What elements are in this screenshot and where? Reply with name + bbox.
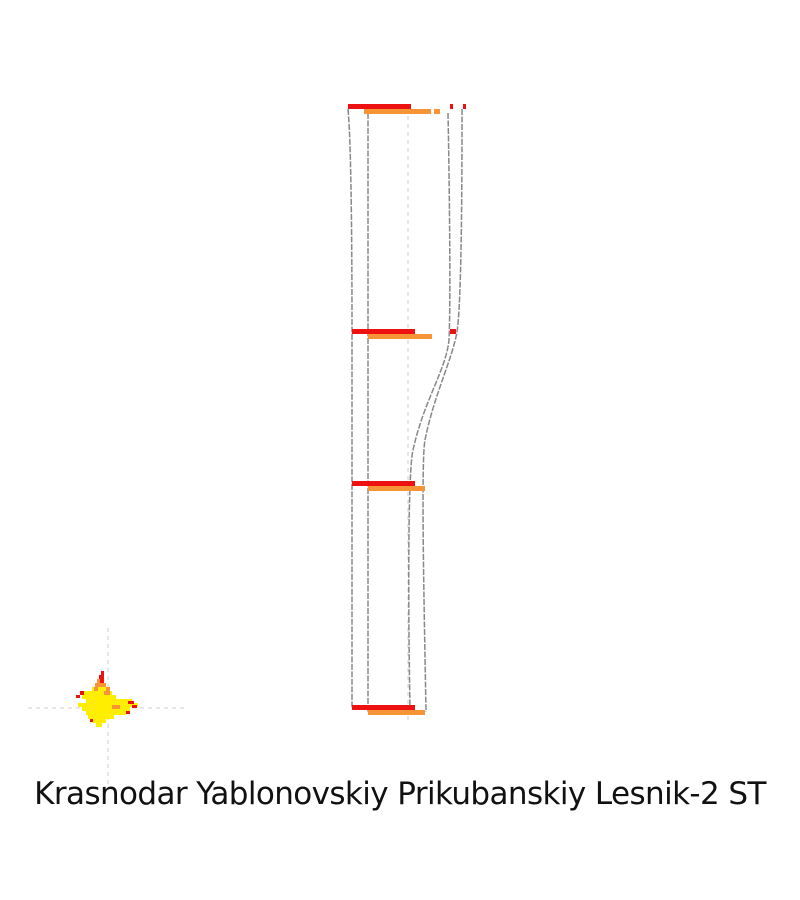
level-2-red-bar-1 bbox=[352, 329, 415, 334]
marker-cell-18 bbox=[132, 705, 137, 708]
level-4 bbox=[352, 705, 425, 715]
level-1-red-bar-1 bbox=[348, 104, 411, 109]
contour-outer-right bbox=[422, 108, 463, 713]
level-3-red-bar-1 bbox=[352, 481, 415, 486]
marker-cell-9 bbox=[86, 699, 130, 703]
marker-cell-5 bbox=[92, 687, 107, 691]
level-3 bbox=[352, 481, 425, 491]
marker-cell-8 bbox=[82, 695, 116, 699]
marker-cell-23 bbox=[104, 691, 110, 695]
marker-cell-4 bbox=[95, 683, 106, 687]
level-1-red-bar-3 bbox=[463, 104, 466, 109]
level-1-orange-bar-1 bbox=[364, 109, 431, 114]
marker-blob bbox=[76, 671, 138, 727]
marker-cell-21 bbox=[106, 687, 110, 691]
level-2-red-bar-2 bbox=[450, 329, 456, 334]
level-1 bbox=[348, 104, 466, 114]
level-4-orange-bar-1 bbox=[368, 710, 425, 715]
marker-cell-15 bbox=[92, 719, 106, 723]
level-bars bbox=[348, 104, 466, 715]
marker-cell-22 bbox=[112, 705, 120, 709]
level-1-orange-bar-2 bbox=[434, 109, 440, 114]
marker-cell-7 bbox=[84, 691, 112, 695]
marker-cell-13 bbox=[86, 711, 126, 715]
level-2-orange-bar-1 bbox=[368, 334, 432, 339]
marker-cell-14 bbox=[88, 715, 114, 719]
scatter-marker bbox=[28, 628, 188, 790]
marker-cell-25 bbox=[126, 711, 130, 714]
marker-cell-10 bbox=[78, 703, 138, 707]
marker-cell-24 bbox=[100, 679, 104, 683]
marker-cell-11 bbox=[120, 699, 132, 703]
level-3-orange-bar-1 bbox=[368, 486, 425, 491]
marker-cell-20 bbox=[90, 719, 93, 722]
marker-cell-1 bbox=[101, 671, 104, 675]
marker-cell-26 bbox=[94, 687, 98, 691]
marker-cell-17 bbox=[128, 701, 134, 704]
contour-inner-right bbox=[408, 112, 451, 709]
marker-cell-12 bbox=[82, 707, 130, 711]
level-1-red-bar-2 bbox=[450, 104, 453, 109]
level-4-red-bar-1 bbox=[352, 705, 415, 710]
marker-cell-16 bbox=[96, 723, 102, 727]
marker-cell-2 bbox=[99, 675, 104, 679]
diagram-caption: Krasnodar Yablonovskiy Prikubanskiy Lesn… bbox=[34, 776, 766, 812]
level-2 bbox=[352, 329, 456, 339]
marker-cell-19 bbox=[76, 695, 80, 698]
contour-group bbox=[347, 108, 463, 713]
contour-outer-left bbox=[347, 108, 353, 708]
